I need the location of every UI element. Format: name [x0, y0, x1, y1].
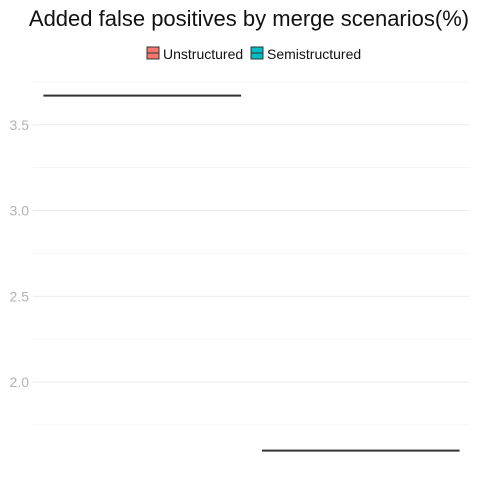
legend-label-unstructured: Unstructured	[163, 46, 243, 62]
y-tick-label: 3.5	[10, 117, 30, 133]
y-tick-label: 2.5	[10, 288, 30, 304]
legend-item-semistructured: Semistructured	[250, 46, 361, 62]
chart-title: Added false positives by merge scenarios…	[29, 6, 469, 31]
legend: Unstructured Semistructured	[146, 46, 361, 62]
plot-area: 2.0 2.5 3.0 3.5	[10, 81, 470, 452]
y-tick-label: 2.0	[10, 374, 30, 390]
y-tick-label: 3.0	[10, 203, 30, 219]
legend-label-semistructured: Semistructured	[267, 46, 361, 62]
legend-item-unstructured: Unstructured	[146, 46, 243, 62]
